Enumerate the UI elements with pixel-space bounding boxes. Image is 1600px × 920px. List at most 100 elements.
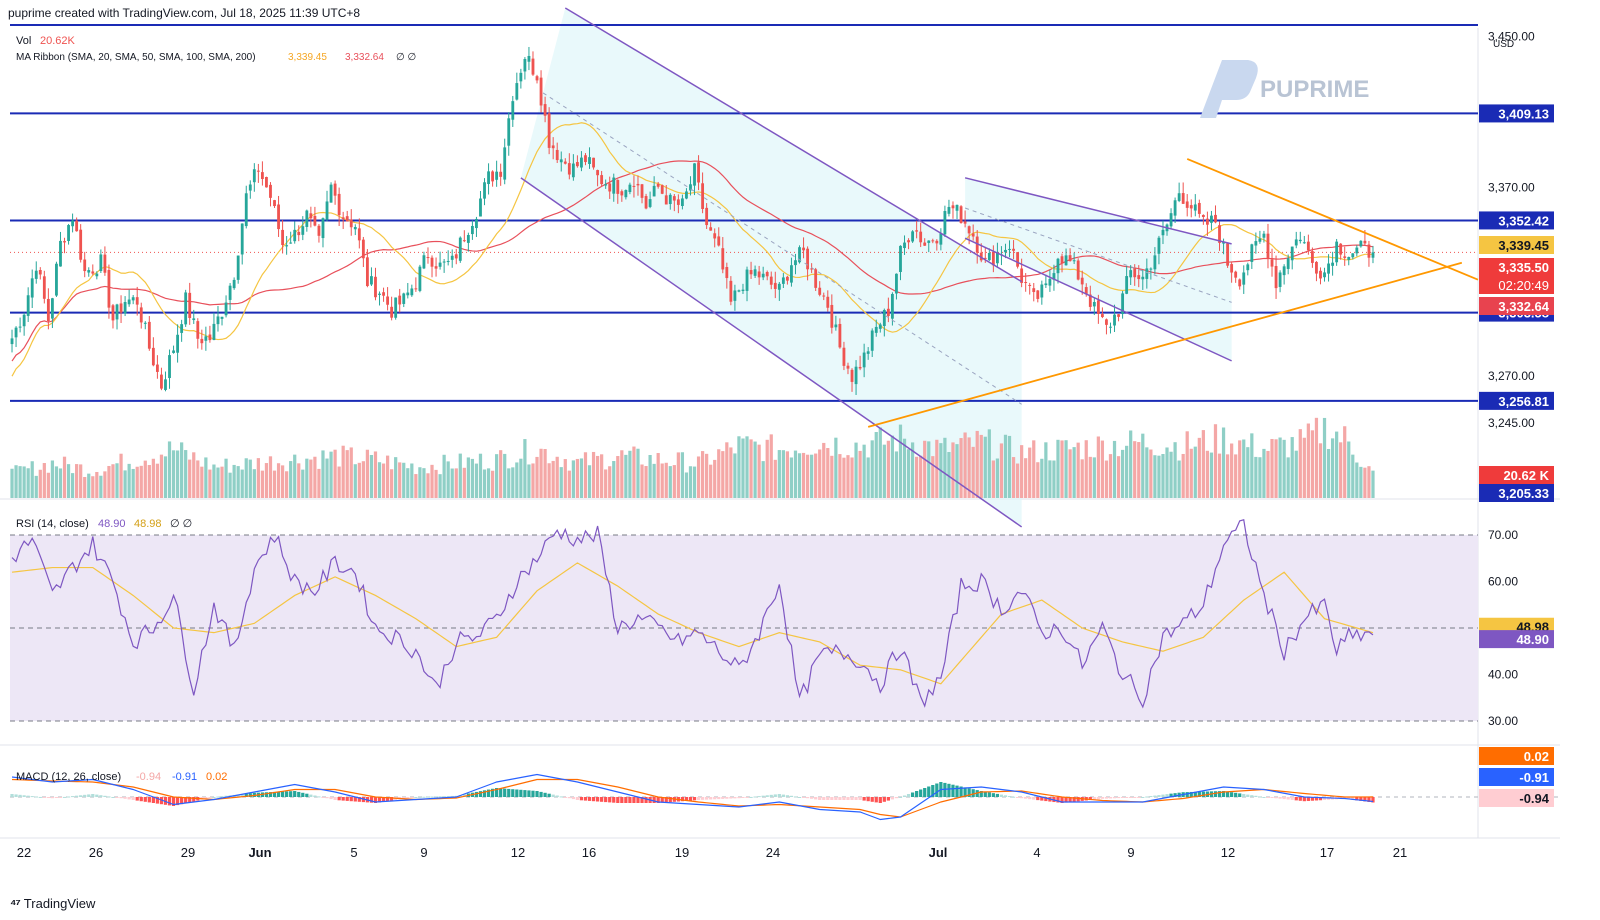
candle-body[interactable] bbox=[228, 285, 232, 300]
candle-body[interactable] bbox=[1092, 301, 1096, 307]
candle-body[interactable] bbox=[1302, 242, 1306, 244]
candle-body[interactable] bbox=[1335, 241, 1339, 263]
candle-body[interactable] bbox=[479, 198, 482, 217]
candle-body[interactable] bbox=[394, 297, 398, 318]
candle-body[interactable] bbox=[1040, 284, 1044, 298]
candle-body[interactable] bbox=[814, 269, 818, 288]
candle-body[interactable] bbox=[672, 196, 676, 201]
candle-body[interactable] bbox=[398, 295, 402, 305]
candle-body[interactable] bbox=[91, 271, 95, 274]
candle-body[interactable] bbox=[446, 260, 450, 262]
candle-body[interactable] bbox=[38, 270, 42, 275]
candle-body[interactable] bbox=[442, 261, 446, 263]
candle-body[interactable] bbox=[555, 149, 559, 161]
candle-body[interactable] bbox=[656, 184, 660, 187]
candle-body[interactable] bbox=[341, 217, 345, 219]
candle-body[interactable] bbox=[240, 223, 244, 255]
candle-body[interactable] bbox=[103, 254, 107, 273]
candle-body[interactable] bbox=[1319, 270, 1322, 279]
candle-body[interactable] bbox=[777, 283, 781, 290]
candle-body[interactable] bbox=[592, 157, 595, 168]
candle-body[interactable] bbox=[584, 155, 587, 163]
candle-body[interactable] bbox=[527, 55, 531, 62]
candle-body[interactable] bbox=[1363, 240, 1367, 244]
candle-body[interactable] bbox=[204, 336, 208, 341]
candle-body[interactable] bbox=[1234, 271, 1238, 278]
candle-body[interactable] bbox=[1100, 314, 1104, 318]
candle-body[interactable] bbox=[184, 292, 188, 325]
candle-body[interactable] bbox=[866, 351, 870, 354]
candle-body[interactable] bbox=[878, 324, 882, 329]
candle-body[interactable] bbox=[567, 163, 571, 175]
candle-body[interactable] bbox=[1181, 193, 1185, 204]
candle-body[interactable] bbox=[1218, 225, 1221, 243]
candle-body[interactable] bbox=[1315, 261, 1318, 274]
candle-body[interactable] bbox=[1056, 258, 1060, 274]
candle-body[interactable] bbox=[107, 269, 111, 308]
candle-body[interactable] bbox=[810, 268, 814, 270]
candle-body[interactable] bbox=[951, 205, 955, 209]
candle-body[interactable] bbox=[111, 305, 115, 321]
candle-body[interactable] bbox=[543, 104, 547, 116]
candle-body[interactable] bbox=[46, 298, 50, 322]
candle-body[interactable] bbox=[709, 227, 713, 231]
candle-body[interactable] bbox=[260, 172, 264, 179]
candle-body[interactable] bbox=[701, 183, 705, 209]
candle-body[interactable] bbox=[34, 270, 38, 279]
candle-body[interactable] bbox=[616, 179, 620, 194]
candle-body[interactable] bbox=[955, 204, 959, 211]
candle-body[interactable] bbox=[1294, 239, 1298, 246]
candle-body[interactable] bbox=[685, 191, 688, 199]
candle-body[interactable] bbox=[721, 248, 725, 270]
candle-body[interactable] bbox=[967, 226, 971, 234]
candle-body[interactable] bbox=[1177, 193, 1181, 201]
candle-body[interactable] bbox=[22, 314, 26, 327]
candle-body[interactable] bbox=[838, 323, 842, 348]
candle-body[interactable] bbox=[680, 198, 684, 206]
candle-body[interactable] bbox=[168, 355, 171, 379]
candle-body[interactable] bbox=[281, 229, 285, 246]
candle-body[interactable] bbox=[220, 316, 224, 319]
candle-body[interactable] bbox=[713, 233, 717, 239]
candle-body[interactable] bbox=[781, 277, 785, 284]
candle-body[interactable] bbox=[357, 228, 361, 241]
candle-body[interactable] bbox=[1145, 268, 1149, 279]
candle-body[interactable] bbox=[462, 240, 466, 242]
candle-body[interactable] bbox=[131, 297, 135, 301]
candle-body[interactable] bbox=[531, 58, 535, 75]
candle-body[interactable] bbox=[26, 295, 30, 316]
candle-body[interactable] bbox=[119, 303, 123, 313]
candle-body[interactable] bbox=[963, 221, 967, 224]
candle-body[interactable] bbox=[693, 163, 696, 186]
candle-body[interactable] bbox=[886, 308, 890, 316]
candle-body[interactable] bbox=[806, 248, 810, 270]
candle-body[interactable] bbox=[418, 266, 422, 291]
candle-body[interactable] bbox=[935, 240, 939, 244]
candle-body[interactable] bbox=[252, 169, 256, 183]
candle-body[interactable] bbox=[466, 234, 470, 243]
candle-body[interactable] bbox=[1157, 237, 1161, 254]
candle-body[interactable] bbox=[1226, 243, 1230, 266]
descending-channel-1-upper[interactable] bbox=[564, 7, 1023, 283]
candle-body[interactable] bbox=[422, 255, 426, 269]
candle-body[interactable] bbox=[317, 225, 321, 236]
candle-body[interactable] bbox=[919, 231, 923, 243]
candle-body[interactable] bbox=[802, 247, 805, 251]
candle-body[interactable] bbox=[991, 251, 995, 266]
candle-body[interactable] bbox=[406, 292, 410, 296]
candle-body[interactable] bbox=[147, 321, 151, 349]
candle-body[interactable] bbox=[180, 324, 184, 333]
candle-body[interactable] bbox=[1036, 290, 1040, 299]
candle-body[interactable] bbox=[753, 269, 757, 276]
candle-body[interactable] bbox=[858, 366, 862, 369]
candle-body[interactable] bbox=[1351, 253, 1355, 258]
candle-body[interactable] bbox=[232, 279, 236, 289]
candle-body[interactable] bbox=[600, 175, 604, 185]
candle-body[interactable] bbox=[115, 304, 119, 320]
candle-body[interactable] bbox=[386, 296, 390, 305]
candle-body[interactable] bbox=[63, 241, 66, 243]
candle-body[interactable] bbox=[733, 290, 737, 301]
candle-body[interactable] bbox=[717, 236, 721, 246]
candle-body[interactable] bbox=[353, 227, 357, 230]
